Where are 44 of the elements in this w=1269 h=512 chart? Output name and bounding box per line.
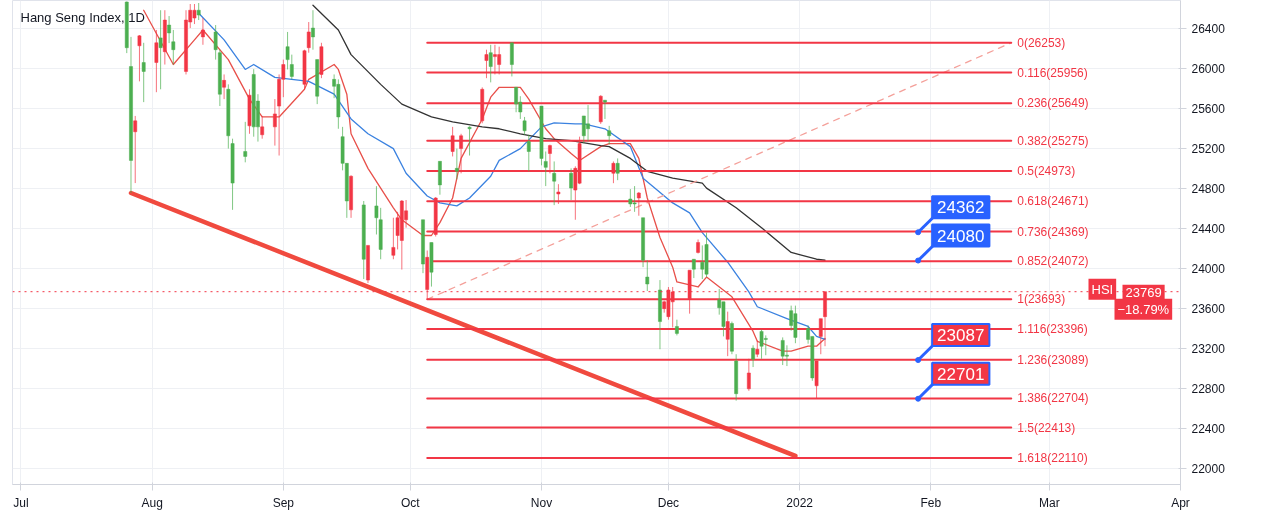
y-tick-label: 24800 — [1191, 181, 1226, 196]
y-tick-label: 23600 — [1191, 302, 1226, 317]
series-label: 0(26253) — [1017, 35, 1066, 50]
annotation: 23087 — [937, 326, 985, 346]
legend-label: 1.116(23396) — [1017, 322, 1088, 337]
series-label: 1.386(22704) — [1017, 391, 1089, 406]
y-tick-label: 25600 — [1191, 101, 1226, 116]
series-label: 0.736(24369) — [1017, 224, 1089, 239]
x-tick-label: Mar — [1038, 495, 1060, 510]
y-tick-label: 23200 — [1191, 342, 1226, 357]
series-label: 1.236(23089) — [1017, 352, 1089, 367]
x-tick-label: Aug — [141, 495, 163, 510]
series-label: 0.382(25275) — [1017, 133, 1089, 148]
series-label: 1.5(22413) — [1017, 420, 1076, 435]
x-tick-label: Dec — [657, 495, 680, 510]
x-tick-label: Apr — [1171, 495, 1190, 510]
annotation: 22701 — [937, 364, 985, 384]
series-label: 0.852(24072) — [1017, 254, 1089, 269]
y-tick-label: 24400 — [1191, 221, 1226, 236]
x-tick-label: Jul — [13, 495, 29, 510]
series-label: 0.236(25649) — [1017, 96, 1089, 111]
x-tick-label: Nov — [530, 495, 553, 510]
y-tick-label: 26000 — [1191, 61, 1226, 76]
ref-line-label: 23769 — [1125, 284, 1162, 300]
annotation: 24080 — [937, 226, 985, 246]
y-tick-label: 25200 — [1191, 141, 1226, 156]
text: Hang Seng Index, 1D — [20, 9, 145, 25]
annotation: 24362 — [937, 198, 985, 218]
series-label: 0.116(25956) — [1017, 65, 1088, 80]
x-tick-label: Oct — [400, 495, 421, 510]
y-tick-label: 26400 — [1191, 21, 1226, 36]
y-tick-label: 24000 — [1191, 262, 1226, 277]
y-tick-label: 22000 — [1191, 462, 1226, 477]
series-label: 1(23693) — [1017, 292, 1066, 307]
x-tick-label: Sep — [272, 495, 295, 510]
x-tick-label: Feb — [920, 495, 942, 510]
y-tick-label: 22400 — [1191, 422, 1226, 437]
series-label: 1.618(22110) — [1017, 450, 1088, 465]
series-label: 0.5(24973) — [1017, 164, 1076, 179]
annotation: HSI — [1091, 281, 1114, 297]
annotation: −18.79% — [1117, 301, 1170, 317]
y-tick-label: 22800 — [1191, 382, 1226, 397]
x-tick-label: 2022 — [786, 495, 814, 510]
series-label: 0.618(24671) — [1017, 194, 1089, 209]
